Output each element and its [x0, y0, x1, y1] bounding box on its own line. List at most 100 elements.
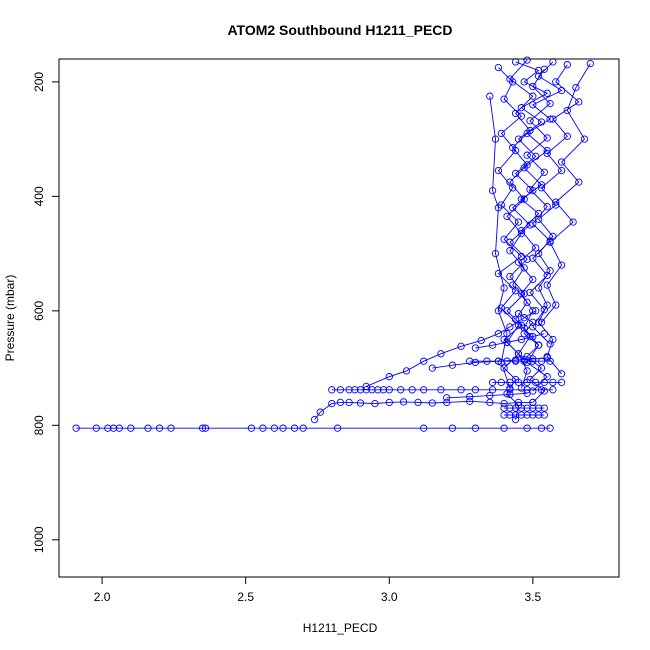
data-point: [523, 56, 531, 64]
data-point: [526, 117, 534, 125]
data-series: [486, 92, 514, 392]
x-tick-label: 3.5: [525, 590, 542, 604]
x-tick-label: 3.0: [381, 590, 398, 604]
data-point: [529, 101, 537, 109]
data-point: [506, 247, 514, 255]
data-point: [506, 323, 514, 331]
data-point: [517, 290, 526, 298]
data-point: [443, 394, 451, 402]
data-point: [198, 424, 207, 432]
data-point: [534, 66, 543, 75]
data-point: [402, 367, 411, 375]
data-point: [506, 378, 514, 387]
data-point: [520, 324, 528, 332]
data-point: [299, 424, 307, 432]
data-point: [428, 364, 436, 372]
data-point: [362, 382, 370, 391]
data-point: [316, 408, 324, 416]
data-point: [520, 78, 528, 86]
data-point: [543, 271, 551, 280]
series-line: [526, 69, 551, 345]
data-point: [540, 65, 548, 73]
data-series: [443, 389, 531, 402]
data-point: [520, 330, 528, 338]
data-point: [356, 399, 365, 407]
data-point: [336, 386, 345, 394]
data-point: [534, 411, 543, 419]
data-point: [345, 386, 353, 394]
data-point: [471, 386, 480, 394]
data-point: [529, 82, 537, 91]
data-point: [509, 184, 517, 192]
data-point: [385, 373, 393, 381]
data-point: [543, 373, 551, 381]
data-point: [247, 424, 256, 432]
data-point: [552, 78, 560, 86]
data-point: [543, 354, 551, 362]
data-point: [494, 357, 503, 365]
data-point: [552, 301, 560, 309]
data-point: [529, 411, 537, 419]
data-point: [511, 356, 520, 364]
data-point: [399, 398, 408, 406]
data-point: [569, 218, 577, 226]
data-point: [534, 284, 543, 292]
data-point: [534, 249, 543, 258]
data-point: [503, 330, 511, 338]
data-point: [546, 340, 554, 348]
data-point: [540, 168, 548, 176]
data-point: [543, 203, 551, 211]
data-point: [500, 95, 508, 103]
data-point: [529, 398, 537, 407]
data-point: [351, 386, 359, 394]
data-point: [420, 357, 428, 365]
data-point: [534, 72, 543, 80]
data-point: [155, 424, 164, 432]
data-series: [500, 411, 548, 419]
data-point: [488, 386, 497, 394]
data-point: [201, 424, 210, 432]
data-point: [537, 318, 546, 326]
data-point: [511, 415, 520, 424]
data-point: [511, 287, 520, 295]
data-point: [488, 378, 497, 387]
data-point: [345, 398, 353, 407]
data-point: [437, 350, 445, 358]
data-series: [328, 386, 557, 394]
data-point: [414, 398, 422, 407]
data-point: [557, 378, 566, 387]
data-point: [115, 424, 123, 432]
series-line: [366, 310, 536, 387]
data-point: [534, 341, 543, 349]
data-point: [526, 185, 534, 194]
data-point: [529, 275, 537, 284]
data-point: [72, 424, 80, 432]
data-point: [488, 341, 497, 349]
data-point: [517, 411, 526, 419]
data-point: [540, 330, 548, 338]
data-point: [563, 61, 571, 69]
data-point: [420, 386, 428, 394]
x-tick-label: 2.5: [237, 590, 254, 604]
data-point: [290, 424, 299, 432]
data-series: [72, 424, 554, 432]
data-point: [491, 135, 500, 143]
data-point: [514, 218, 523, 226]
data-point: [279, 424, 287, 432]
data-point: [371, 399, 379, 408]
data-point: [514, 401, 523, 409]
data-point: [457, 342, 465, 350]
data-point: [104, 424, 112, 432]
plot-frame: [58, 58, 620, 578]
data-point: [540, 411, 548, 419]
data-point: [494, 330, 503, 338]
data-point: [466, 357, 474, 365]
data-point: [511, 109, 520, 118]
data-point: [511, 315, 520, 324]
data-point: [500, 404, 508, 412]
data-point: [575, 178, 583, 186]
data-point: [529, 332, 537, 341]
data-point: [523, 367, 531, 375]
